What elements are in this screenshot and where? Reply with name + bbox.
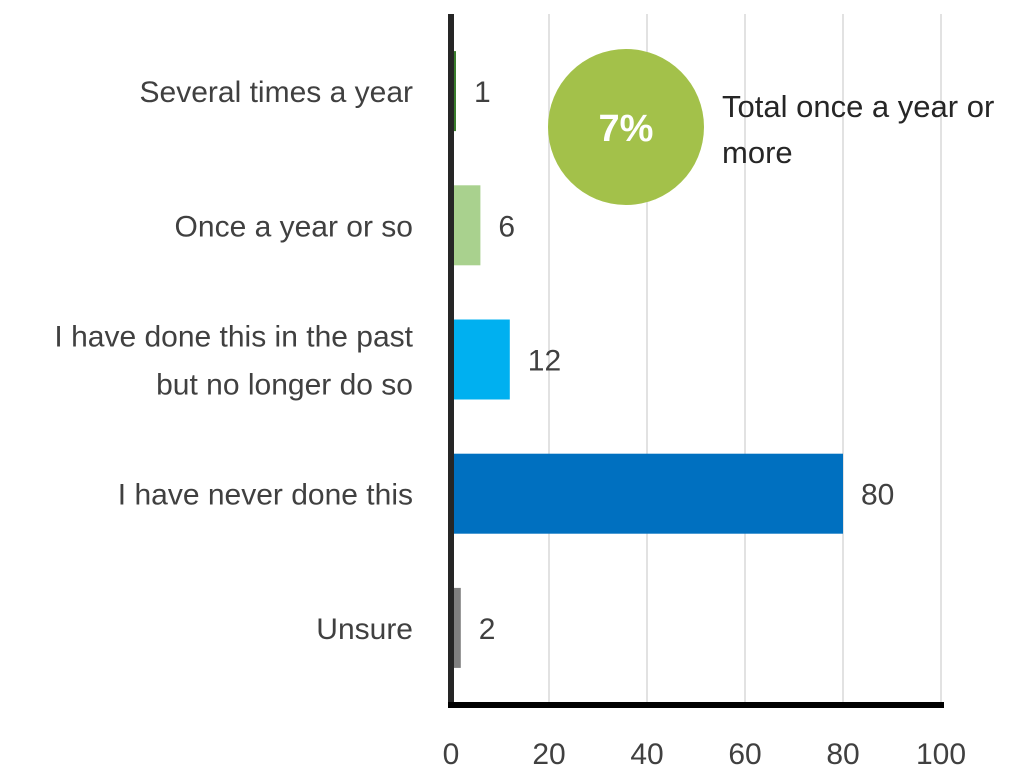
value-label-0: 1 [474, 76, 491, 109]
bars [454, 51, 843, 668]
x-tick-label-100: 100 [916, 738, 966, 767]
callout-circle [548, 49, 704, 205]
x-tick-label-80: 80 [826, 738, 859, 767]
x-tick-labels: 0 20 40 60 80 100 [443, 738, 966, 767]
category-label-2-line-0: I have done this in the past [54, 321, 413, 354]
bar-2 [454, 319, 510, 400]
value-label-2: 12 [528, 345, 561, 378]
bar-4 [454, 587, 461, 668]
category-label-3: I have never done this [118, 479, 413, 512]
callout-text-line-2: more [722, 135, 793, 170]
x-tick-label-40: 40 [630, 738, 663, 767]
x-tick-label-20: 20 [532, 738, 565, 767]
bar-1 [454, 185, 481, 266]
callout: 7% Total once a year or more [548, 49, 994, 205]
value-label-4: 2 [479, 613, 496, 646]
x-tick-label-60: 60 [728, 738, 761, 767]
x-tick-label-0: 0 [443, 738, 460, 767]
bar-3 [454, 453, 843, 534]
category-label-4: Unsure [316, 613, 413, 646]
bar-0 [454, 51, 456, 132]
value-label-3: 80 [861, 479, 894, 512]
value-labels: 1 6 12 80 2 [474, 76, 894, 646]
callout-text-line-1: Total once a year or [722, 89, 994, 124]
callout-value: 7% [599, 108, 654, 150]
value-label-1: 6 [498, 210, 515, 243]
axes [448, 14, 944, 708]
category-label-2-line-1: but no longer do so [156, 369, 413, 402]
category-labels: Several times a year Once a year or so I h… [54, 76, 413, 646]
category-label-0: Several times a year [140, 76, 413, 109]
category-label-1: Once a year or so [175, 210, 413, 243]
